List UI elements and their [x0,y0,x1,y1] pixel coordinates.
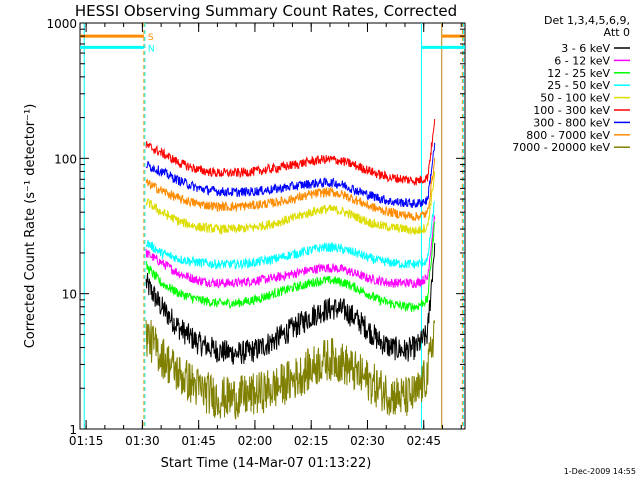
legend-label: 50 - 100 keV [540,92,610,105]
series-layer [145,118,436,420]
x-tick-label: 01:45 [181,434,216,448]
chart-title: HESSI Observing Summary Count Rates, Cor… [75,2,457,20]
x-tick-label: 02:00 [238,434,273,448]
series-12-25-kev-line [145,221,436,313]
series-100-300-kev-line [145,118,436,186]
x-tick-label: 01:15 [69,434,104,448]
legend-label: 3 - 6 keV [561,42,610,55]
legend-label: 300 - 800 keV [533,116,610,129]
flag-label: N [148,44,155,54]
legend-label: 800 - 7000 keV [526,129,610,142]
legend-label: 6 - 12 keV [554,54,610,67]
series-300-800-kev-line [145,142,436,209]
legend-label: 100 - 300 keV [533,104,610,117]
legend-header: Det 1,3,4,5,6,9, [544,14,630,27]
x-axis: 01:15 01:30 01:45 02:00 02:15 02:30 02:45 [69,23,462,448]
flag-label: S [148,33,154,43]
legend-label: 12 - 25 keV [547,67,610,80]
legend-label: 7000 - 20000 keV [512,141,610,154]
series-6-12-kev-line [145,215,436,289]
vertical-markers [83,23,464,429]
y-axis: 1 10 100 1000 [46,17,465,437]
x-tick-label: 02:30 [350,434,385,448]
x-tick-label: 01:30 [125,434,160,448]
legend-label: 25 - 50 keV [547,79,610,92]
series-800-7000-kev-line [145,158,436,222]
series-3-6-kev-line [145,242,436,365]
plot-area [79,22,466,430]
series-50-100-kev-line [145,171,436,236]
legend-header: Att 0 [604,26,630,39]
x-tick-label: 02:15 [294,434,329,448]
y-tick-label: 1000 [46,17,77,31]
y-tick-label: 100 [54,152,77,166]
flag-bars: SN [80,33,465,54]
footer-stamp: 1-Dec-2009 14:55 [564,467,636,476]
series-25-50-kev-line [145,201,436,271]
y-tick-label: 10 [62,288,77,302]
y-axis-label: Corrected Count Rate (s⁻¹ detector⁻¹) [23,104,38,349]
x-tick-label: 02:45 [406,434,441,448]
x-axis-label: Start Time (14-Mar-07 01:13:22) [161,456,372,471]
series-7000-20000-kev-line [145,319,436,420]
y-tick-label: 1 [69,423,77,437]
plot-frame [79,22,466,430]
